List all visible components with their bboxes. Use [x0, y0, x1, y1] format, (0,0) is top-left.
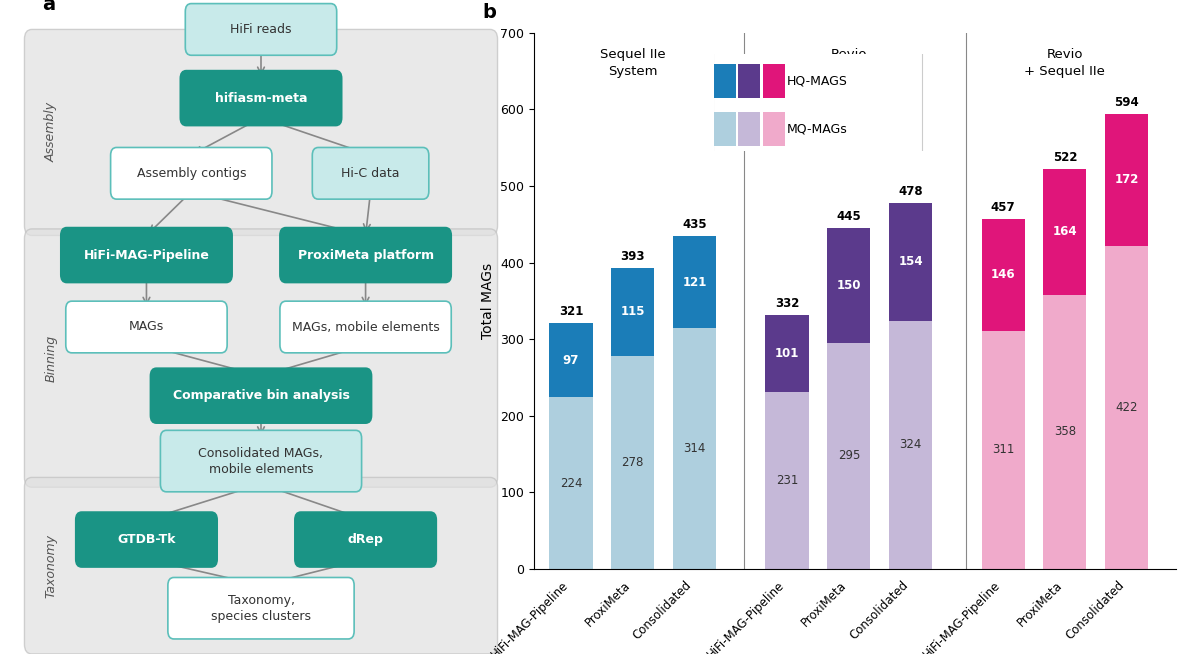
Bar [550, 323, 593, 398]
Bar [673, 328, 716, 569]
Text: dRep: dRep [348, 533, 384, 546]
FancyBboxPatch shape [110, 148, 272, 199]
Text: 422: 422 [1115, 401, 1138, 414]
Text: 150: 150 [836, 279, 862, 292]
Text: 121: 121 [683, 275, 707, 288]
Text: 278: 278 [622, 456, 644, 469]
Bar [766, 315, 809, 392]
Text: HiFi reads: HiFi reads [230, 23, 292, 36]
Bar [611, 356, 654, 569]
Bar [827, 228, 870, 343]
FancyBboxPatch shape [312, 148, 428, 199]
Text: Assembly: Assembly [44, 103, 58, 162]
Text: 101: 101 [775, 347, 799, 360]
FancyBboxPatch shape [76, 512, 217, 567]
Text: 314: 314 [683, 442, 706, 455]
Text: 231: 231 [776, 474, 798, 487]
Bar [889, 320, 932, 569]
FancyBboxPatch shape [185, 3, 337, 55]
Text: GTDB-Tk: GTDB-Tk [118, 533, 175, 546]
Text: 115: 115 [620, 305, 646, 318]
Text: 435: 435 [682, 218, 707, 231]
Text: ProxiMeta platform: ProxiMeta platform [298, 249, 433, 262]
Bar [766, 392, 809, 569]
Text: hifiasm-meta: hifiasm-meta [215, 92, 307, 105]
Text: 311: 311 [992, 443, 1014, 456]
Text: b: b [482, 3, 497, 22]
Text: HiFi-MAG-Pipeline: HiFi-MAG-Pipeline [84, 249, 209, 262]
Text: Binning: Binning [44, 334, 58, 382]
FancyBboxPatch shape [66, 301, 227, 353]
FancyBboxPatch shape [280, 228, 451, 283]
Bar [1105, 246, 1148, 569]
FancyBboxPatch shape [24, 29, 498, 235]
FancyBboxPatch shape [61, 228, 232, 283]
Text: 478: 478 [899, 185, 923, 198]
Text: Revio
+ Sequel IIe: Revio + Sequel IIe [1025, 48, 1105, 78]
Text: 358: 358 [1054, 425, 1076, 438]
Text: a: a [42, 0, 55, 14]
Text: Consolidated MAGs,
mobile elements: Consolidated MAGs, mobile elements [198, 447, 324, 475]
Bar [1043, 169, 1086, 295]
FancyBboxPatch shape [168, 577, 354, 639]
Text: Revio
System: Revio System [824, 48, 874, 78]
Text: 164: 164 [1052, 226, 1078, 239]
Text: 97: 97 [563, 354, 580, 367]
Bar [1043, 295, 1086, 569]
FancyBboxPatch shape [280, 301, 451, 353]
FancyBboxPatch shape [24, 229, 498, 487]
Text: 332: 332 [775, 297, 799, 310]
FancyBboxPatch shape [295, 512, 437, 567]
Text: Taxonomy: Taxonomy [44, 534, 58, 598]
Text: Taxonomy,
species clusters: Taxonomy, species clusters [211, 594, 311, 623]
Text: 321: 321 [559, 305, 583, 318]
FancyBboxPatch shape [161, 430, 361, 492]
Text: Hi-C data: Hi-C data [341, 167, 400, 180]
Text: MAGs: MAGs [128, 320, 164, 334]
Text: 445: 445 [836, 211, 862, 224]
Bar [827, 343, 870, 569]
Text: 393: 393 [620, 250, 646, 264]
Text: 146: 146 [991, 268, 1015, 281]
Text: MAGs, mobile elements: MAGs, mobile elements [292, 320, 439, 334]
Text: 172: 172 [1115, 173, 1139, 186]
Bar [1105, 114, 1148, 246]
Y-axis label: Total MAGs: Total MAGs [481, 263, 494, 339]
Text: 324: 324 [899, 438, 922, 451]
Text: 457: 457 [991, 201, 1015, 215]
Text: 295: 295 [838, 449, 860, 462]
FancyBboxPatch shape [180, 71, 342, 126]
Text: Sequel IIe
System: Sequel IIe System [600, 48, 666, 78]
Text: Comparative bin analysis: Comparative bin analysis [173, 389, 349, 402]
Bar [889, 203, 932, 320]
Bar [982, 331, 1025, 569]
Bar [611, 268, 654, 356]
Bar [550, 398, 593, 569]
Text: 154: 154 [899, 255, 923, 268]
Text: Assembly contigs: Assembly contigs [137, 167, 246, 180]
Text: 594: 594 [1115, 96, 1139, 109]
Text: 522: 522 [1052, 152, 1078, 164]
Text: 224: 224 [559, 477, 582, 490]
Bar [673, 235, 716, 328]
Bar [982, 219, 1025, 331]
FancyBboxPatch shape [24, 477, 498, 654]
FancyBboxPatch shape [150, 368, 372, 423]
